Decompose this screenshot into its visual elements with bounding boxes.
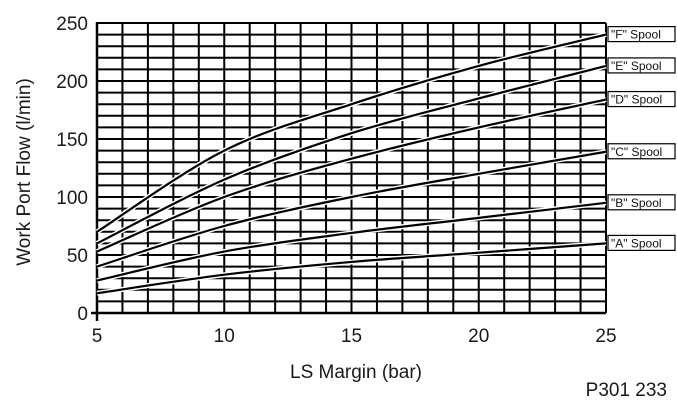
y-tick-label: 250	[56, 14, 88, 35]
x-tick-label: 20	[468, 326, 489, 347]
series-label-box	[607, 26, 676, 43]
series-line-spool-b	[96, 201, 607, 282]
series-label: "B" Spool	[611, 196, 662, 210]
y-tick-label: 200	[56, 72, 88, 93]
x-tick-label: 25	[595, 326, 616, 347]
series-line-spool-a	[96, 242, 607, 295]
series-line-spool-e	[96, 64, 607, 245]
series-label-box	[607, 234, 676, 251]
axes	[91, 22, 606, 321]
y-tick-label: 0	[77, 304, 88, 325]
y-tick-label: 50	[67, 246, 88, 267]
x-tick-label: 15	[341, 326, 362, 347]
x-axis-label: LS Margin (bar)	[290, 362, 422, 383]
series-labels: "A" Spool "B" Spool "C" Spool "D" Spool "E" …	[607, 26, 676, 251]
x-tick-label: 10	[214, 326, 235, 347]
series-line-spool-c	[96, 150, 607, 268]
series-label: "D" Spool	[611, 93, 662, 107]
y-axis-label: Work Port Flow (l/min)	[14, 78, 35, 266]
series-lines	[95, 32, 607, 296]
x-tick-label: 5	[92, 326, 103, 347]
y-tick-label: 150	[56, 130, 88, 151]
grid	[96, 22, 607, 314]
series-line-spool-f	[96, 33, 607, 233]
series-label-box	[607, 90, 676, 108]
series-label-box	[607, 57, 676, 74]
series-label-box	[607, 143, 676, 160]
series-line-spool-d	[96, 98, 607, 253]
series-label-box	[607, 194, 676, 211]
series-label: "C" Spool	[611, 145, 662, 159]
y-tick-label: 100	[56, 188, 88, 209]
series-label: "E" Spool	[611, 59, 662, 73]
series-label: "F" Spool	[611, 28, 661, 42]
figure-code: P301 233	[585, 380, 667, 401]
series-label: "A" Spool	[611, 236, 662, 250]
